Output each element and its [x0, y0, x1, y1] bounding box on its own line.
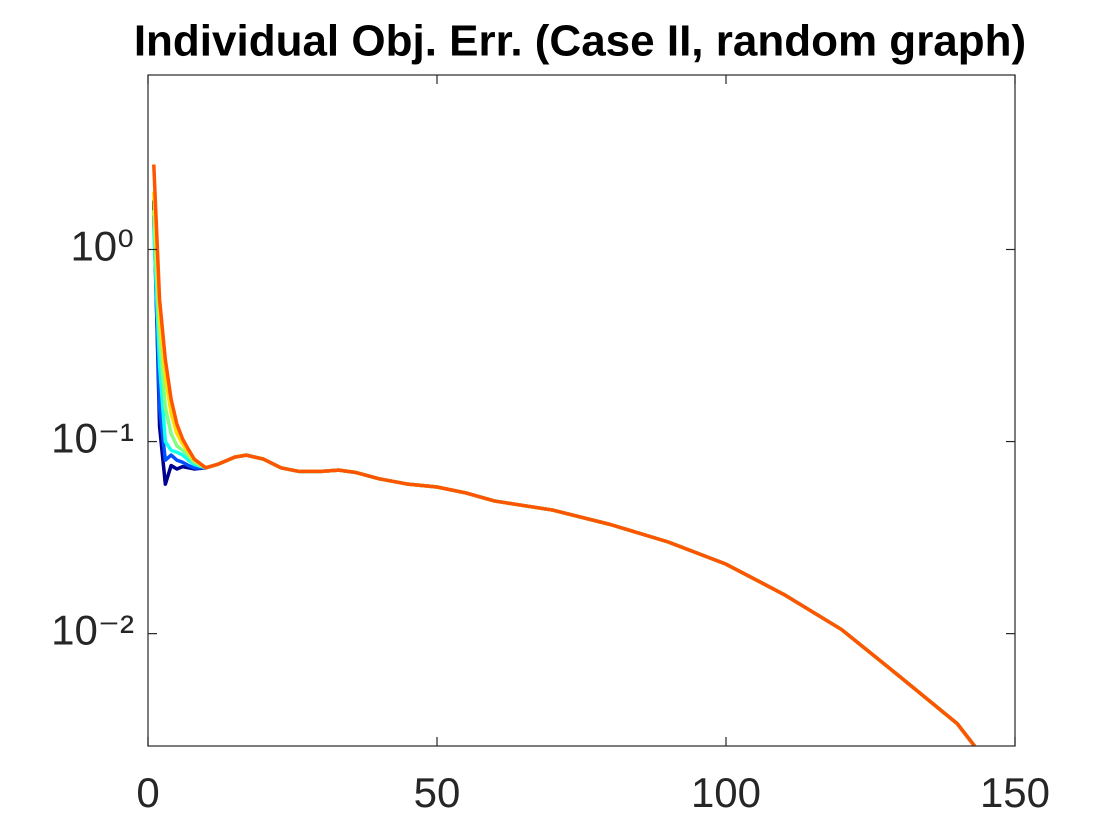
- y-tick-label: 10⁻¹: [51, 415, 134, 462]
- series-line: [152, 227, 976, 746]
- x-tick-label: 0: [136, 769, 159, 816]
- y-tick-label: 10⁰: [70, 223, 134, 270]
- series-line: [152, 191, 976, 746]
- series-line: [152, 210, 976, 746]
- plot-area: [152, 164, 976, 746]
- series-line: [152, 215, 976, 746]
- x-tick-label: 150: [980, 769, 1050, 816]
- series-line: [152, 200, 976, 746]
- x-tick-label: 100: [691, 769, 761, 816]
- x-tick-label: 50: [414, 769, 461, 816]
- series-line: [152, 164, 976, 746]
- axes-box: [147, 74, 1016, 747]
- chart-title: Individual Obj. Err. (Case II, random gr…: [134, 17, 1026, 66]
- y-tick-label: 10⁻²: [51, 607, 134, 654]
